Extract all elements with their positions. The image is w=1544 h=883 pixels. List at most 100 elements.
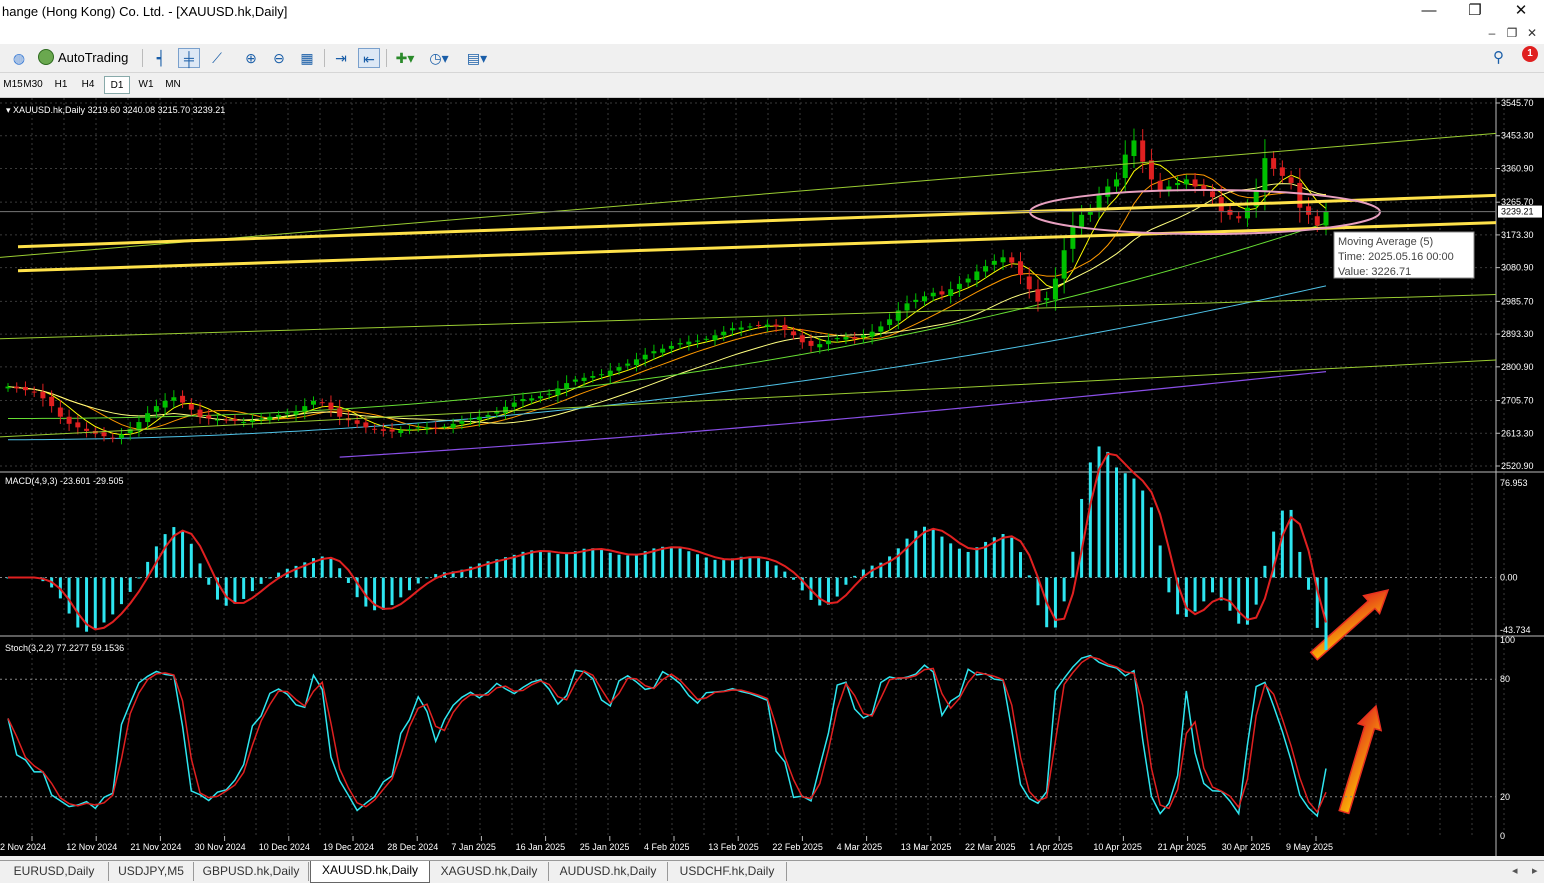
macd-bar <box>102 577 106 623</box>
macd-axis-label: 0.00 <box>1500 572 1518 582</box>
candle-body <box>319 402 325 404</box>
macd-bar <box>957 548 961 578</box>
annotation-arrow-lower-shape <box>1338 704 1383 815</box>
candlestick-icon[interactable]: ╪ <box>178 48 200 68</box>
minimize-button[interactable]: — <box>1421 2 1437 19</box>
price-label: 3173.30 <box>1501 230 1534 240</box>
date-label: 10 Apr 2025 <box>1093 842 1142 852</box>
macd-bar <box>739 556 743 578</box>
alert-badge[interactable]: 1 <box>1522 46 1538 62</box>
candle-body <box>223 419 229 421</box>
candle-body <box>747 326 753 328</box>
tile-windows-icon[interactable]: ▦ <box>300 50 314 66</box>
macd-bar <box>608 552 612 578</box>
macd-bar <box>1289 509 1293 578</box>
candle-body <box>267 416 273 420</box>
date-label: 4 Feb 2025 <box>644 842 690 852</box>
autoscroll-icon[interactable]: ⇤ <box>358 48 380 68</box>
tf-h4[interactable]: H4 <box>81 79 95 90</box>
close-button[interactable]: ✕ <box>1514 2 1528 19</box>
macd-bar <box>748 556 752 578</box>
periods-icon[interactable]: ◷▾ <box>429 50 449 66</box>
mdi-minimize-button[interactable]: – <box>1488 26 1496 40</box>
tab-gbpusd[interactable]: GBPUSD.hk,Daily <box>194 862 309 881</box>
candle-body <box>668 345 674 349</box>
tf-mn[interactable]: MN <box>165 79 181 90</box>
signal-icon[interactable]: ◍ <box>12 50 26 66</box>
mdi-close-button[interactable]: ✕ <box>1526 26 1538 40</box>
tf-m30[interactable]: M30 <box>23 79 43 90</box>
macd-bar <box>469 566 473 578</box>
candle-body <box>424 427 430 429</box>
line-chart-icon[interactable]: ⟋ <box>212 50 222 66</box>
date-label: 9 May 2025 <box>1286 842 1333 852</box>
tab-scroll-right-icon[interactable]: ▸ <box>1532 865 1538 877</box>
indicators-icon[interactable]: ✚▾ <box>395 50 415 66</box>
macd-bar <box>504 557 508 578</box>
macd-bar <box>1149 507 1153 578</box>
date-label: 19 Dec 2024 <box>323 842 374 852</box>
tab-scroll-left-icon[interactable]: ◂ <box>1512 865 1518 877</box>
macd-bar <box>137 577 141 579</box>
tf-m15[interactable]: M15 <box>3 79 23 90</box>
templates-icon[interactable]: ▤▾ <box>466 50 488 66</box>
stoch-signal-line <box>7 656 1327 814</box>
candle-body <box>22 386 28 391</box>
zoom-in-icon[interactable]: ⊕ <box>245 50 257 66</box>
candle-body <box>1236 216 1242 219</box>
macd-bar <box>538 550 542 578</box>
macd-bar <box>1298 551 1302 578</box>
candle-body <box>1044 298 1050 301</box>
macd-bar <box>1123 473 1127 578</box>
tab-usdjpy[interactable]: USDJPY,M5 <box>109 862 194 881</box>
candle-body <box>599 374 605 376</box>
macd-bar <box>652 548 656 578</box>
price-label: 2800.90 <box>1501 362 1534 372</box>
candle-body <box>1183 179 1189 185</box>
macd-bar <box>163 534 167 578</box>
macd-bar <box>1280 510 1284 578</box>
mdi-restore-button[interactable]: ❐ <box>1506 26 1518 40</box>
candle-body <box>354 420 360 424</box>
tooltip-box <box>1333 231 1475 279</box>
macd-bar <box>984 541 988 578</box>
date-label: 12 Nov 2024 <box>66 842 117 852</box>
candle-body <box>834 338 840 340</box>
candle-body <box>110 437 116 439</box>
candle-body <box>162 400 168 408</box>
tab-usdchf[interactable]: USDCHF.hk,Daily <box>668 862 787 881</box>
candle-body <box>1288 177 1294 183</box>
tab-eurusd[interactable]: EURUSD,Daily <box>0 862 109 881</box>
candle-body <box>651 351 657 354</box>
candle-body <box>66 416 72 424</box>
tf-d1[interactable]: D1 <box>104 76 130 94</box>
zoom-out-icon[interactable]: ⊖ <box>273 50 285 66</box>
macd-bar <box>669 546 673 578</box>
autotrading-button[interactable]: AutoTrading <box>36 48 134 68</box>
macd-bar <box>477 563 481 578</box>
tooltip-line-1: Moving Average (5) <box>1338 236 1433 248</box>
chart-window[interactable]: 3545.70 3453.30 3360.90 3265.70 3173.30 3080.… <box>0 98 1544 856</box>
tab-audusd[interactable]: AUDUSD.hk,Daily <box>549 862 668 881</box>
date-label: 4 Mar 2025 <box>837 842 883 852</box>
price-chart[interactable]: 3545.70 3453.30 3360.90 3265.70 3173.30 3080.… <box>0 98 1544 856</box>
tab-xagusd[interactable]: XAGUSD.hk,Daily <box>430 862 549 881</box>
date-label: 30 Apr 2025 <box>1222 842 1271 852</box>
tf-w1[interactable]: W1 <box>138 79 154 90</box>
macd-bar <box>765 561 769 578</box>
search-icon[interactable]: ⚲ <box>1493 49 1504 66</box>
tf-h1[interactable]: H1 <box>54 79 68 90</box>
candle-body <box>1026 276 1032 290</box>
candle-body <box>450 423 456 429</box>
chart-shift-icon[interactable]: ⇥ <box>335 50 347 66</box>
candle-body <box>214 419 220 421</box>
macd-bar <box>940 536 944 578</box>
restore-button[interactable]: ❐ <box>1468 2 1482 19</box>
tab-xauusd[interactable]: XAUUSD.hk,Daily <box>310 861 430 883</box>
date-label: 22 Mar 2025 <box>965 842 1016 852</box>
candle-body <box>939 291 945 295</box>
candle-body <box>869 331 875 337</box>
bar-chart-icon[interactable]: ┥ <box>156 50 166 66</box>
macd-bar <box>818 577 822 606</box>
macd-bar <box>1219 577 1223 601</box>
